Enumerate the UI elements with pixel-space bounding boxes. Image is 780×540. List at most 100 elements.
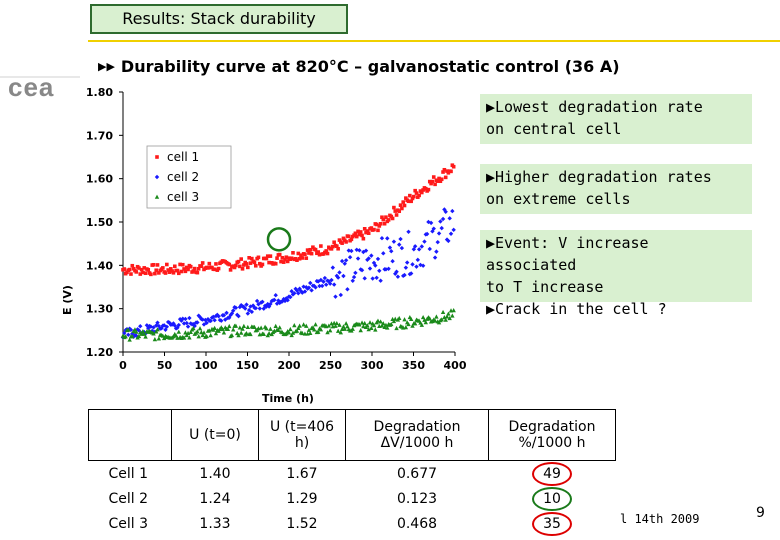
data-point xyxy=(141,270,145,275)
data-point xyxy=(175,268,180,273)
data-point xyxy=(402,203,407,208)
data-point xyxy=(376,228,380,233)
data-point xyxy=(450,313,455,318)
data-point xyxy=(151,325,156,330)
data-point xyxy=(188,264,193,269)
chart-axes xyxy=(119,91,456,356)
data-point xyxy=(276,327,281,332)
data-point xyxy=(296,251,301,256)
data-point xyxy=(359,268,365,273)
data-point xyxy=(320,283,325,289)
data-point xyxy=(363,248,369,253)
data-point xyxy=(336,246,340,251)
note-line: on central cell xyxy=(486,120,622,138)
data-point xyxy=(431,226,436,231)
data-point xyxy=(356,229,360,234)
data-point xyxy=(238,302,244,308)
data-point xyxy=(398,203,403,207)
data-point xyxy=(390,216,395,221)
data-point xyxy=(373,327,378,332)
table-row: Cell 1 1.40 1.67 0.677 49 xyxy=(89,461,616,487)
y-axis-label: E (V) xyxy=(61,285,74,315)
data-point xyxy=(267,260,271,265)
data-point xyxy=(322,275,328,281)
data-point xyxy=(412,244,418,249)
data-point xyxy=(296,325,301,331)
data-point xyxy=(280,255,285,260)
data-point xyxy=(381,251,386,256)
data-point xyxy=(283,257,287,262)
data-point xyxy=(389,321,394,327)
data-point xyxy=(350,278,355,283)
data-point xyxy=(384,215,388,219)
series-cell-1 xyxy=(121,163,456,277)
data-point xyxy=(449,169,453,174)
data-point xyxy=(138,272,143,276)
table-row: Cell 3 1.33 1.52 0.468 35 xyxy=(89,511,616,536)
data-point xyxy=(264,256,269,261)
note-line: ▶Event: V increase associated xyxy=(486,234,649,274)
table-cell: Cell 3 xyxy=(108,515,149,532)
data-point xyxy=(446,238,451,244)
table-cell: 10 xyxy=(489,486,616,511)
data-point xyxy=(258,325,264,330)
data-point xyxy=(161,266,165,270)
data-point xyxy=(229,332,235,338)
data-point xyxy=(178,262,182,267)
data-point xyxy=(309,251,314,256)
data-point xyxy=(297,323,302,328)
data-point xyxy=(394,325,399,331)
data-point xyxy=(126,332,131,337)
data-point xyxy=(297,256,302,261)
data-point xyxy=(345,287,350,292)
data-point xyxy=(185,324,191,329)
data-point xyxy=(413,188,417,193)
note-event: ▶Event: V increase associated to T incre… xyxy=(480,230,752,318)
data-point xyxy=(212,325,217,330)
data-point xyxy=(404,196,408,200)
data-point xyxy=(149,272,153,277)
data-point xyxy=(196,266,201,271)
data-point xyxy=(344,240,348,244)
note-line: to T increase xyxy=(486,278,604,296)
note-line: ▶Higher degradation rates xyxy=(486,168,712,186)
data-point xyxy=(429,181,433,186)
data-point xyxy=(191,326,196,331)
subtitle-text: Durability curve at 820°C – galvanostati… xyxy=(120,57,620,76)
data-point xyxy=(156,336,162,341)
page-number: 9 xyxy=(756,505,765,521)
data-point xyxy=(343,258,349,263)
data-point xyxy=(207,328,212,333)
data-point xyxy=(309,288,314,293)
data-point xyxy=(325,330,330,335)
data-point xyxy=(207,261,212,266)
data-point xyxy=(385,325,390,330)
highlight-circle: 49 xyxy=(532,461,572,486)
data-point xyxy=(329,277,334,283)
data-point xyxy=(127,267,132,272)
tick-labels: 0 50 100 150 200 250 300 350 400 1.20 1.30 1.40 1.50… xyxy=(86,86,467,372)
data-point xyxy=(151,331,156,336)
data-point xyxy=(192,266,197,271)
data-point xyxy=(285,298,290,303)
data-point xyxy=(411,247,417,252)
data-point xyxy=(331,244,335,249)
data-point xyxy=(426,219,431,225)
data-point xyxy=(257,306,262,311)
data-point xyxy=(227,315,232,320)
data-point xyxy=(334,320,340,326)
y-tick-label: 1.60 xyxy=(86,173,113,186)
data-point xyxy=(450,208,455,214)
data-point xyxy=(273,293,278,298)
data-point xyxy=(316,250,321,254)
data-point xyxy=(183,316,188,322)
data-point xyxy=(335,275,341,280)
data-point xyxy=(326,323,332,328)
legend-label: cell 3 xyxy=(167,190,199,204)
data-point xyxy=(346,234,351,239)
note-line: on extreme cells xyxy=(486,190,631,208)
data-point xyxy=(172,264,177,269)
data-point xyxy=(424,231,430,237)
data-point xyxy=(414,191,419,195)
data-point xyxy=(294,328,300,333)
